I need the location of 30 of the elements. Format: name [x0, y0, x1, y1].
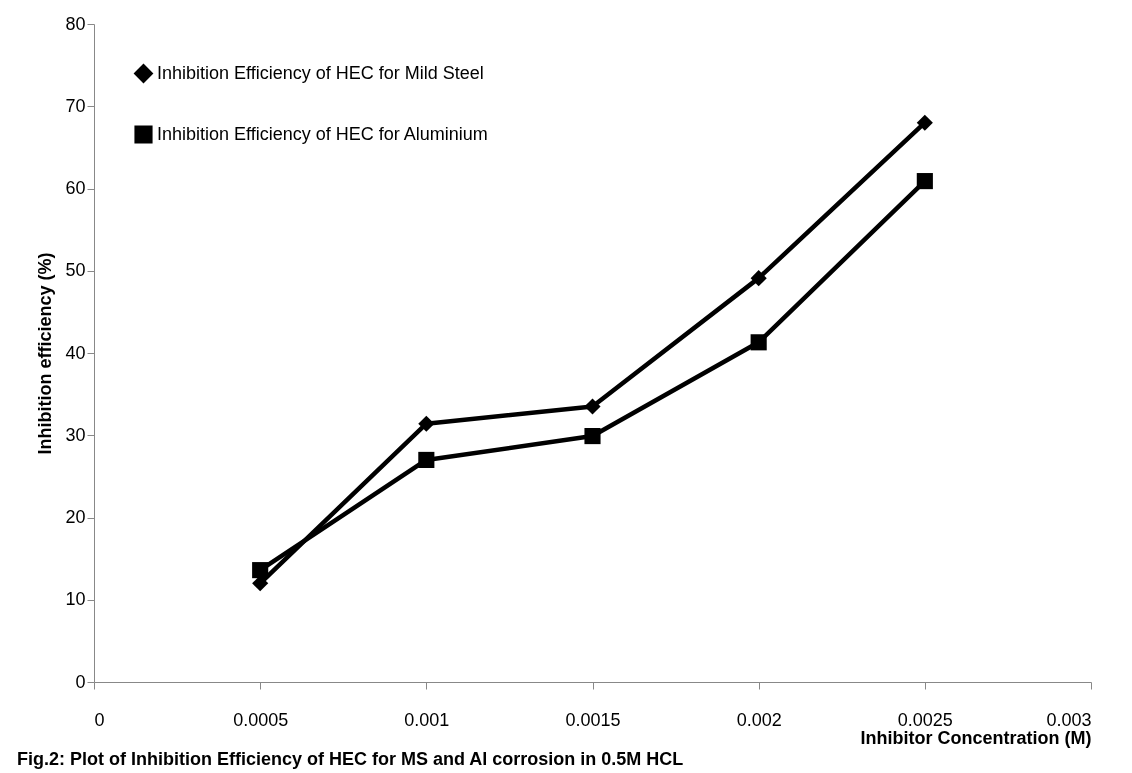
point	[584, 398, 601, 415]
point	[418, 451, 435, 468]
x-tick-label: 0.001	[404, 709, 450, 730]
y-tick-label: 0	[75, 671, 86, 692]
point	[916, 173, 933, 190]
y-tick-label: 40	[65, 342, 86, 363]
point	[750, 270, 767, 287]
y-tick-label: 10	[65, 589, 86, 610]
y-tick-label: 70	[65, 95, 86, 116]
y-tick-label: 60	[65, 178, 86, 198]
caption: Fig.2: Plot of Inhibition Efficiency of HEC for MS and Al corrosion in 0.5M HCL	[16, 749, 684, 769]
x-tick-label: 0.0005	[233, 709, 289, 730]
x-tick-label: 0.003	[1046, 709, 1092, 730]
y-tick-label: 20	[65, 507, 86, 527]
y-axis-title: Inhibition efficiency (%)	[35, 252, 56, 455]
y-tick-label: 80	[65, 13, 86, 34]
point	[916, 114, 933, 131]
legend-label: Inhibition Efficiency of HEC for Aluminium	[157, 123, 488, 144]
x-tick-label: 0	[94, 709, 105, 730]
point	[584, 428, 601, 445]
point	[252, 562, 269, 579]
x-tick-label: 0.002	[736, 709, 782, 730]
y-tick-label: 50	[65, 260, 86, 281]
x-tick-label: 0.0025	[897, 709, 953, 730]
legend-label: Inhibition Efficiency of HEC for Mild Steel	[157, 62, 484, 83]
point	[418, 415, 435, 432]
y-tick-label: 30	[65, 424, 86, 445]
x-axis-title: Inhibitor Concentration (M)	[860, 727, 1092, 748]
point	[750, 334, 767, 351]
x-tick-label: 0.0015	[565, 709, 621, 730]
